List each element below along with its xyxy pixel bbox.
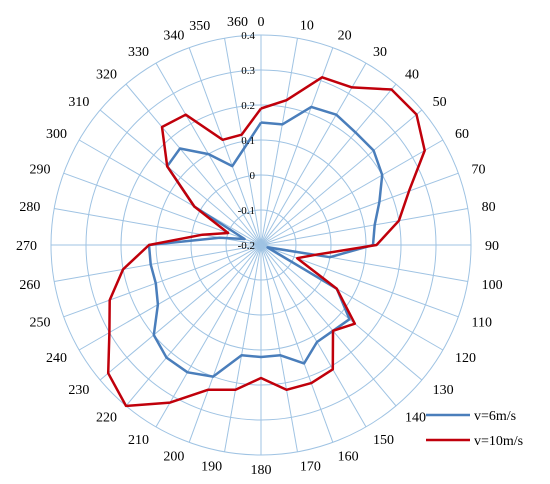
radial-labels: -0.2 -0.1 0 0.1 0.2 0.3 0.4 [238, 30, 256, 252]
grid-spoke [260, 109, 423, 246]
radial-tick-label: -0.2 [238, 240, 255, 252]
grid-spoke [188, 47, 262, 246]
series-line-1 [106, 76, 426, 408]
grid-spoke [78, 139, 262, 246]
angle-label: 60 [455, 127, 469, 142]
grid-spoke [260, 38, 298, 246]
angle-label: 30 [373, 45, 387, 60]
angle-label: 320 [96, 67, 117, 82]
angle-label: 310 [68, 95, 89, 110]
grid-spoke [260, 244, 459, 318]
grid-spoke [260, 244, 298, 452]
legend: v=6m/s v=10m/s [426, 409, 523, 449]
angle-label: 260 [19, 278, 40, 293]
angle-label: 200 [163, 449, 184, 464]
angle-label: 130 [433, 383, 454, 398]
radial-tick-label: 0.2 [241, 100, 255, 112]
angle-label: 290 [30, 162, 51, 177]
grid-spoke [188, 244, 262, 443]
angle-label: 220 [96, 411, 117, 426]
angle-label: 210 [128, 433, 149, 448]
angle-label: 250 [30, 316, 51, 331]
radial-tick-label: 0.1 [241, 135, 255, 147]
grid-spoke [224, 244, 262, 452]
radial-tick-label: -0.1 [238, 205, 255, 217]
angle-label: 180 [251, 463, 272, 478]
angle-label: 190 [201, 460, 222, 475]
legend-label-v6: v=6m/s [474, 409, 516, 424]
legend-label-v10: v=10m/s [474, 434, 523, 449]
angle-label: 110 [471, 316, 491, 331]
grid-spoke [260, 244, 397, 407]
angle-label: 10 [300, 18, 314, 33]
angle-label: 120 [455, 351, 476, 366]
angle-label: 230 [68, 383, 89, 398]
angle-label: 50 [433, 95, 447, 110]
radial-tick-label: 0.4 [241, 30, 255, 42]
angle-label: 300 [46, 127, 67, 142]
radial-tick-label: 0 [250, 170, 256, 182]
grid-spoke [260, 244, 423, 381]
grid-spoke [260, 208, 468, 246]
angle-label: 0 [258, 15, 265, 30]
grid-spoke [260, 47, 334, 246]
angle-label: 170 [300, 460, 321, 475]
angle-label: 270 [16, 239, 37, 254]
grid-spoke [260, 139, 444, 246]
grid-spoke [260, 62, 367, 246]
grid-spoke [224, 38, 262, 246]
grid-spoke [260, 172, 459, 246]
angle-label: 280 [19, 200, 40, 215]
grid-spoke [99, 109, 262, 246]
grid-spoke [63, 244, 262, 318]
polar-grid [50, 34, 472, 456]
angle-label: 140 [405, 411, 426, 426]
grid-spoke [260, 83, 397, 246]
angle-label: 350 [189, 19, 210, 34]
series-layer [106, 76, 426, 408]
angle-label: 160 [338, 449, 359, 464]
grid-spoke [125, 83, 262, 246]
angle-label: 20 [338, 29, 352, 44]
radial-tick-label: 0.3 [241, 65, 255, 77]
angle-label: 240 [46, 351, 67, 366]
grid-spoke [260, 244, 334, 443]
angle-labels: 0 10 20 30 40 50 60 70 80 90 100 110 120 130 140 150 160… [16, 15, 503, 478]
angle-label: 100 [482, 278, 503, 293]
angle-label: 70 [471, 162, 485, 177]
grid-spoke [99, 244, 262, 381]
angle-label: 40 [405, 67, 419, 82]
angle-label: 150 [373, 433, 394, 448]
angle-label: 90 [485, 239, 499, 254]
grid-spoke [155, 244, 262, 428]
grid-spoke [54, 244, 262, 282]
angle-label: 80 [482, 200, 496, 215]
angle-label: 340 [163, 29, 184, 44]
grid-spoke [260, 244, 367, 428]
angle-label: 360 [227, 15, 248, 30]
grid-spoke [125, 244, 262, 407]
angle-label: 330 [128, 45, 149, 60]
